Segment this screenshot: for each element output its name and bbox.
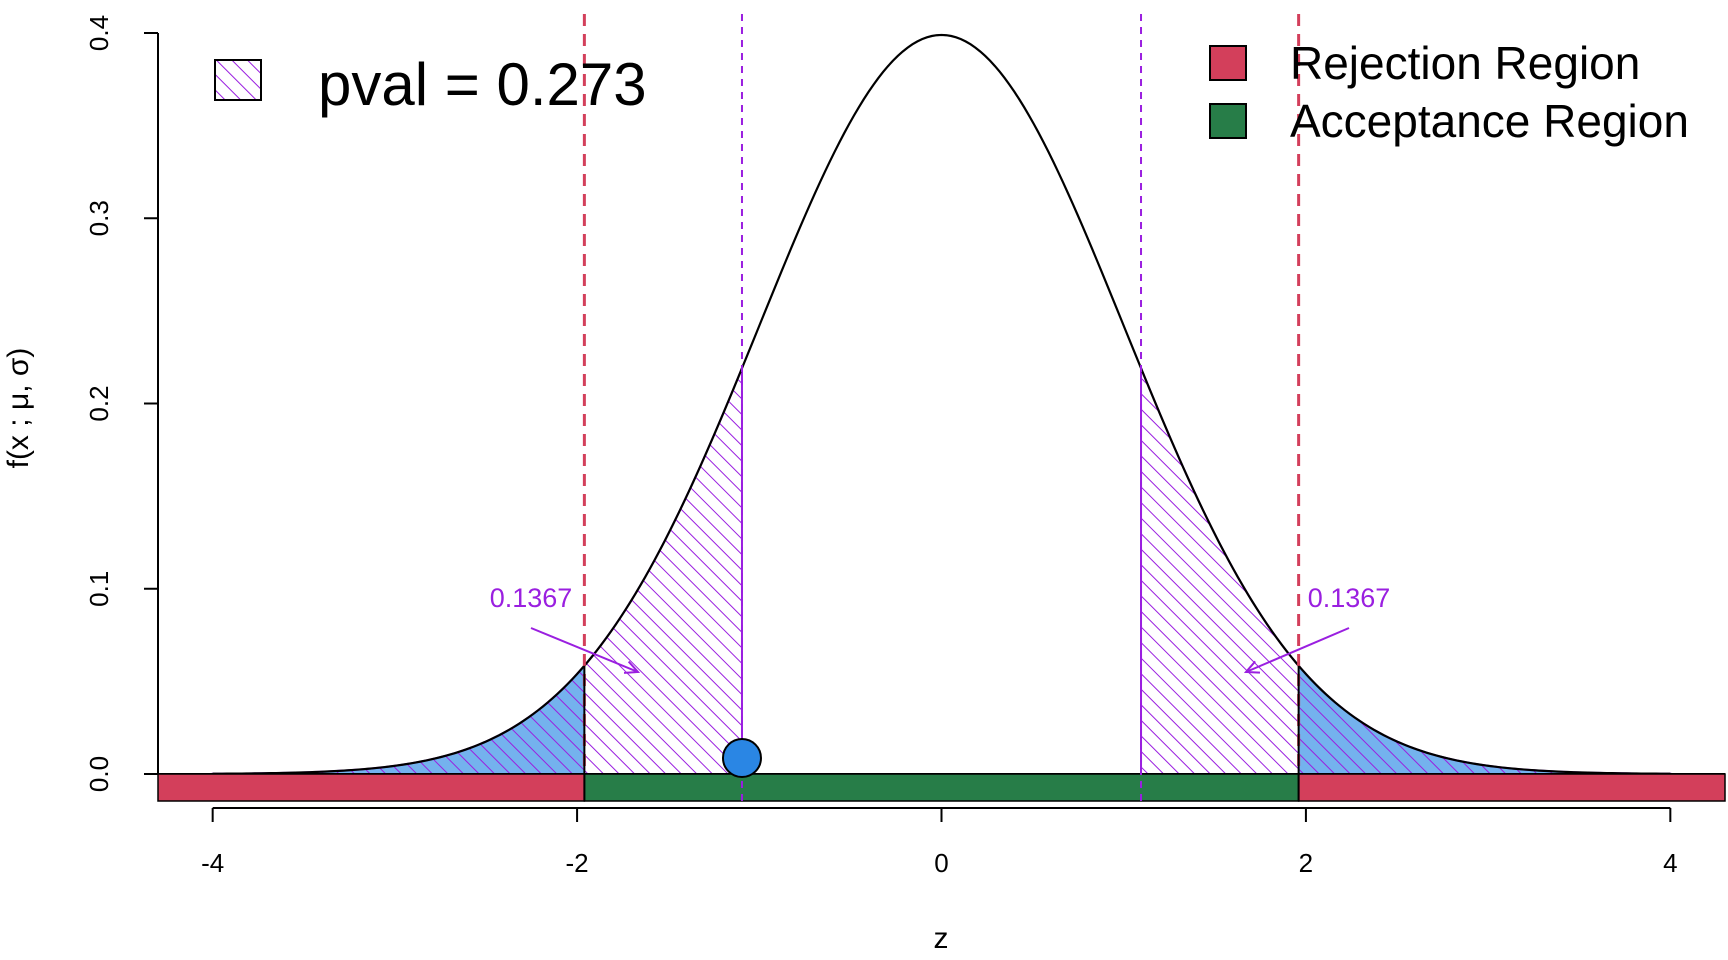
x-axis-title: z	[934, 922, 949, 955]
pval-legend-swatch	[214, 59, 262, 101]
pval-legend-label: pval = 0.273	[318, 51, 647, 118]
legend: Rejection Region Acceptance Region	[1209, 37, 1689, 147]
pvalue-hatch-left	[211, 367, 743, 775]
annotation-arrow-right	[1245, 627, 1350, 673]
annotation-label-left: 0.1367	[490, 583, 573, 613]
x-tick-label-4: 4	[1663, 848, 1677, 878]
legend-label-1: Rejection Region	[1290, 37, 1640, 89]
y-tick-label-2: 0.2	[84, 385, 114, 421]
x-tick-label-1: -2	[566, 848, 589, 878]
density-curve	[212, 33, 1671, 775]
y-tick-label-4: 0.4	[84, 15, 114, 51]
y-tick-label-3: 0.3	[84, 200, 114, 236]
annotation-arrow-left	[530, 627, 639, 673]
plot-area: 0.1367 0.1367	[157, 14, 1726, 802]
region-bar-segment-2	[583, 773, 1300, 802]
x-tick-label-0: -4	[201, 848, 224, 878]
annotation-label-right: 0.1367	[1308, 583, 1391, 613]
pval-legend: pval = 0.273	[214, 51, 647, 118]
region-bar-segment-1	[157, 773, 586, 802]
y-tick-label-0: 0.0	[84, 756, 114, 792]
pvalue-hatch-right	[1140, 367, 1672, 775]
reference-lines	[582, 14, 1301, 801]
legend-label-2: Acceptance Region	[1290, 95, 1689, 147]
test-statistic-point	[721, 738, 762, 778]
legend-swatch-1	[1209, 45, 1247, 81]
x-tick-label-3: 2	[1299, 848, 1313, 878]
y-tick-label-1: 0.1	[84, 571, 114, 607]
annotations: 0.1367 0.1367	[490, 583, 1391, 674]
y-axis: 0.0 0.1 0.2 0.3 0.4	[84, 15, 159, 792]
annotation-arrowhead-left	[623, 660, 641, 674]
legend-swatch-2	[1209, 103, 1247, 139]
x-axis: -4 -2 0 2 4	[201, 807, 1678, 878]
region-bar-segment-3	[1297, 773, 1726, 802]
y-axis-title: f(x ; μ, σ)	[2, 348, 35, 469]
region-bar	[157, 773, 1726, 802]
x-tick-label-2: 0	[934, 848, 948, 878]
annotation-arrowhead-right	[1243, 660, 1261, 674]
